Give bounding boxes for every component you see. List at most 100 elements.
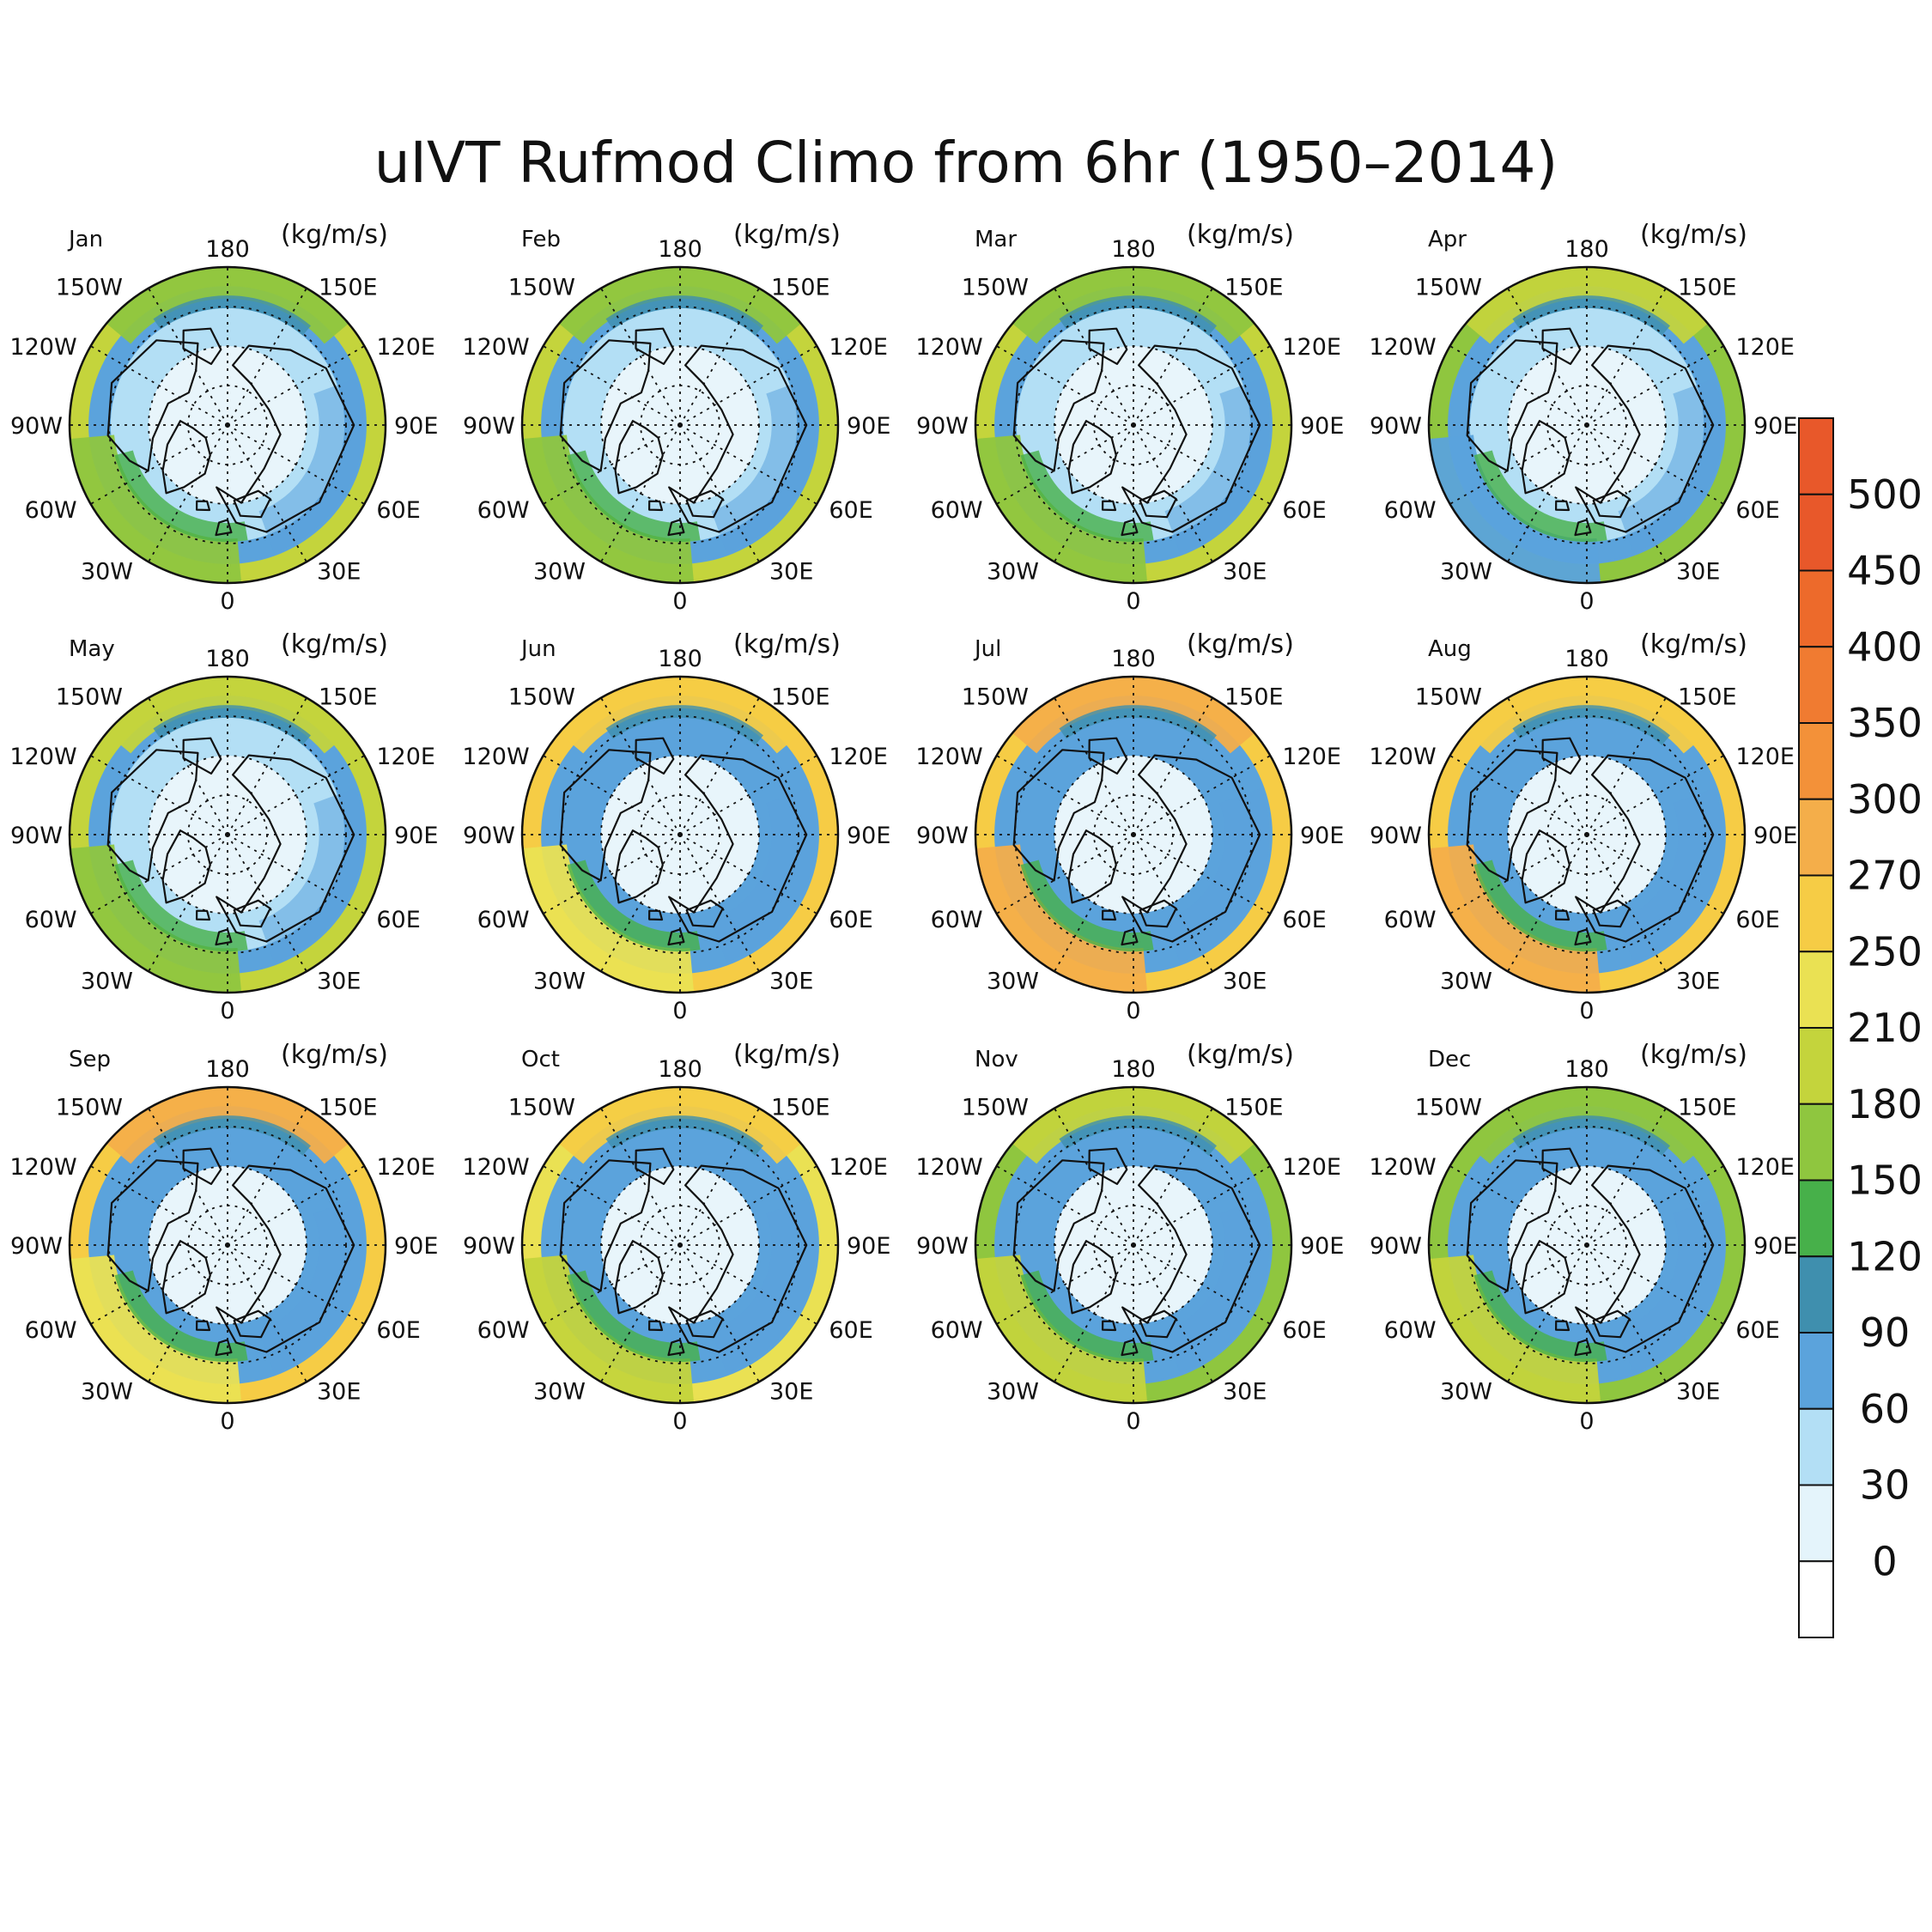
- meridian: [227, 834, 365, 914]
- meridian: [148, 1108, 228, 1246]
- coastline: [685, 899, 724, 928]
- ivt-pacific-edge: [1059, 705, 1217, 745]
- panel-units-label: (kg/m/s): [1187, 629, 1294, 659]
- colorbar-label: 180: [1847, 1081, 1923, 1127]
- coastlines: [1012, 1147, 1261, 1357]
- colorbar-box: [1798, 1560, 1834, 1638]
- coastline: [668, 754, 808, 943]
- meridian: [90, 834, 228, 914]
- lon-label-n150e: 150E: [319, 1095, 378, 1121]
- colorbar-box: [1798, 1484, 1834, 1563]
- ivt-atlantic-band: [70, 844, 242, 993]
- coastline: [106, 339, 199, 472]
- coastline: [1121, 1164, 1261, 1353]
- coastlines: [559, 327, 808, 537]
- lon-label-n120e: 120E: [1735, 334, 1795, 361]
- ivt-pacific-band: [104, 677, 351, 754]
- lon-label-n60w: 60W: [931, 1317, 983, 1344]
- meridian: [227, 755, 365, 835]
- panel-month-label: Jan: [67, 227, 103, 252]
- lon-label-n120w: 120W: [915, 1154, 982, 1181]
- coastline: [233, 1309, 271, 1339]
- lon-label-n60w: 60W: [931, 497, 983, 524]
- ivt-eurasia-band: [1618, 787, 1723, 963]
- lon-label-n90e: 90E: [847, 1233, 890, 1260]
- meridian: [679, 1244, 817, 1325]
- coastline: [685, 489, 724, 519]
- meridian: [90, 424, 228, 505]
- coastline: [1575, 1164, 1715, 1353]
- lon-label-n60w: 60W: [25, 497, 77, 524]
- meridian: [1449, 424, 1588, 505]
- coastline: [635, 1147, 675, 1185]
- colorbar-label: 350: [1847, 700, 1923, 746]
- meridian: [1054, 1244, 1134, 1382]
- ivt-atlantic-band: [1429, 1255, 1601, 1403]
- lon-label-n120e: 120E: [1735, 744, 1795, 770]
- lon-label-top: 180: [1111, 1056, 1156, 1083]
- colorbar-box: [1798, 1103, 1834, 1182]
- ivt-pacific-band: [1010, 1087, 1257, 1164]
- lon-label-bottom: 0: [1579, 588, 1594, 615]
- meridian: [679, 424, 817, 505]
- coastlines: [1012, 737, 1261, 946]
- graticule: [70, 1087, 386, 1403]
- lon-label-n120w: 120W: [915, 334, 982, 361]
- lon-label-n30w: 30W: [81, 558, 133, 585]
- map-panel-nov: Nov (kg/m/s) 180 0 150W 150E 120W 120E 90W 90E 60W…: [915, 1040, 1344, 1435]
- coastline: [614, 1240, 664, 1315]
- meridian: [543, 424, 681, 505]
- map-border: [1427, 265, 1747, 585]
- ivt-pacific-edge: [153, 1115, 311, 1156]
- colorbar-label: 300: [1847, 776, 1923, 823]
- meridian: [1133, 424, 1213, 562]
- lon-label-n60e: 60E: [1735, 1317, 1779, 1344]
- panel-month-label: Aug: [1428, 636, 1472, 662]
- colorbar-label: 150: [1847, 1157, 1923, 1204]
- lon-label-n150e: 150E: [771, 275, 830, 301]
- meridian: [1586, 834, 1667, 972]
- graticule: [975, 267, 1291, 583]
- lon-label-n60w: 60W: [25, 1317, 77, 1344]
- panel-units-label: (kg/m/s): [1640, 220, 1747, 250]
- ivt-eurasia-band: [711, 787, 817, 963]
- meridian: [227, 288, 307, 426]
- lon-label-n150w: 150W: [962, 684, 1029, 711]
- ivt-atlantic-band: [70, 1255, 242, 1403]
- lon-label-n120w: 120W: [9, 334, 76, 361]
- lon-label-top: 180: [1564, 1056, 1609, 1083]
- lon-label-n120w: 120W: [1369, 334, 1436, 361]
- ivt-atlantic-band: [522, 844, 695, 993]
- colorbar-label: 250: [1847, 928, 1923, 975]
- meridian: [543, 755, 681, 835]
- ivt-pacific-band: [1463, 267, 1710, 344]
- graticule: [975, 1087, 1291, 1403]
- meridian: [1133, 834, 1213, 972]
- lon-label-n90w: 90W: [10, 1233, 63, 1260]
- lon-label-n150w: 150W: [1415, 684, 1482, 711]
- lon-label-bottom: 0: [220, 998, 234, 1024]
- colorbar-label: 30: [1860, 1462, 1911, 1509]
- ivt-pacific-band: [1010, 267, 1257, 344]
- lon-label-n120e: 120E: [829, 334, 888, 361]
- colorbar-label: 120: [1847, 1233, 1923, 1279]
- panel-units-label: (kg/m/s): [281, 220, 388, 250]
- graticule: [1429, 267, 1745, 583]
- coastline: [1121, 928, 1139, 946]
- meridian: [1507, 1244, 1588, 1382]
- colorbar-box: [1798, 417, 1834, 495]
- meridian: [1449, 755, 1588, 835]
- lon-label-n90w: 90W: [916, 823, 969, 849]
- coastline: [1592, 1309, 1631, 1339]
- ivt-eurasia-band: [1164, 378, 1270, 553]
- graticule: [522, 1087, 838, 1403]
- coastline: [233, 489, 271, 519]
- lon-label-n60e: 60E: [376, 497, 420, 524]
- coastlines: [559, 1147, 808, 1357]
- coastlines: [106, 737, 355, 946]
- lon-label-n120e: 120E: [376, 1154, 435, 1181]
- lon-label-n150w: 150W: [1415, 275, 1482, 301]
- coastline: [614, 829, 664, 904]
- lon-label-bottom: 0: [672, 588, 687, 615]
